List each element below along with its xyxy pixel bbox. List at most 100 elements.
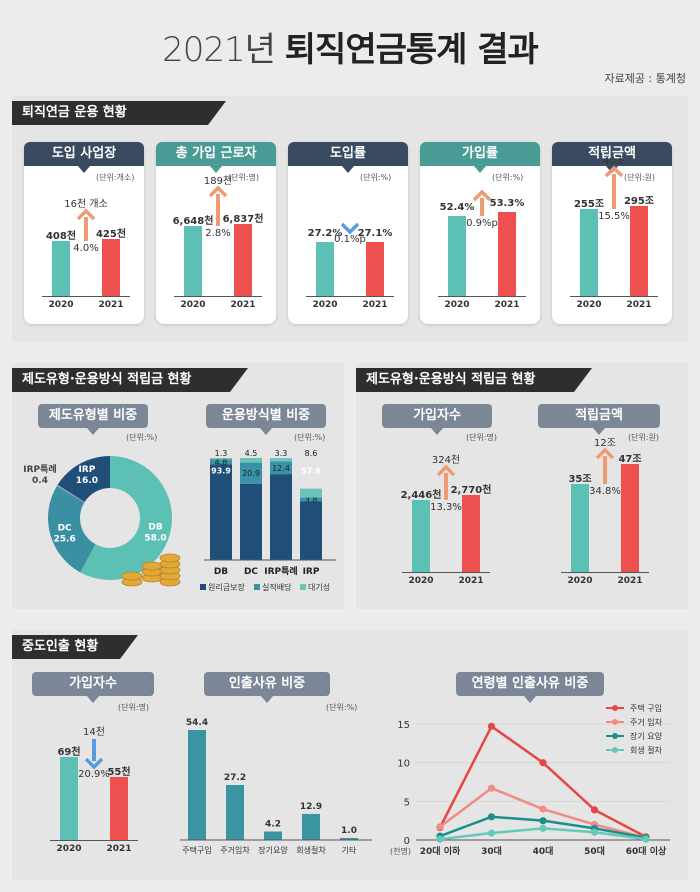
kpi2-value-2020: 6,648천 xyxy=(172,216,214,227)
stack-seg-실적배당 xyxy=(270,461,292,475)
s3-amt-rate: 34.8% xyxy=(589,486,621,497)
kpi5-axis xyxy=(570,296,658,297)
kpi1-value-2020: 408천 xyxy=(45,231,77,242)
legend-label-실적배당: 실적배당 xyxy=(262,582,292,592)
kpi5-value-2020: 255조 xyxy=(573,199,605,210)
kpi3-bar-2021 xyxy=(366,242,384,296)
stack-value: 3.3 xyxy=(275,449,288,458)
kpi1-rate: 4.0% xyxy=(73,243,99,254)
reason-bar-주택구입 xyxy=(188,730,206,840)
kpi1-arrow xyxy=(76,208,96,241)
kpi3-value-2021: 27.1% xyxy=(357,228,393,239)
kpi2-rate: 2.8% xyxy=(205,228,231,239)
s3-subs-axis xyxy=(402,572,490,573)
reason-value: 1.0 xyxy=(341,826,357,836)
line-legend-label-장기 요양: 장기 요양 xyxy=(630,731,663,741)
line-point-장기 요양 xyxy=(539,817,547,825)
kpi4-value-2020: 52.4% xyxy=(439,202,475,213)
stack-seg-대기성 xyxy=(240,458,262,463)
kpi3-bar-2020 xyxy=(316,242,334,296)
kpi4-arrow xyxy=(472,189,492,216)
kpi3-arrow-head xyxy=(340,222,360,235)
kpi2-change: 189천 xyxy=(203,176,233,187)
kpi-card-title: 도입 사업장 xyxy=(24,142,144,166)
stack-category: IRP특례 xyxy=(264,565,297,577)
legend-label-원리금보장: 원리금보장 xyxy=(208,582,245,592)
s3-subs-bar-2020 xyxy=(412,500,430,572)
s3-subs-bar-2021 xyxy=(462,495,480,572)
kpi3-axis xyxy=(306,296,394,297)
stack-seg-원리금보장 xyxy=(240,483,262,560)
stack-value: 3.8 xyxy=(305,495,318,504)
kpi-card-unit: (단위:%) xyxy=(492,173,524,182)
line-point-주거 임차 xyxy=(487,784,496,792)
stack-chart: 93.94.81.3DB74.620.94.5DC84.212.43.3IRP특… xyxy=(200,449,336,592)
stack-value: 12.4 xyxy=(272,464,290,473)
s3-amt-change: 12조 xyxy=(594,438,616,449)
donut-slice-DB xyxy=(80,456,172,580)
kpi3-year-2021: 2021 xyxy=(362,300,388,310)
kpi1-arrow-head xyxy=(76,208,96,221)
s3-amt-year-2021: 2021 xyxy=(617,576,643,586)
line-legend-dot-주거 임차 xyxy=(612,719,618,725)
kpi2-year-2021: 2021 xyxy=(230,300,256,310)
coin-icon xyxy=(121,571,143,581)
s3-amt-title: 적립금액 xyxy=(538,404,660,428)
stack-seg-실적배당 xyxy=(210,459,232,465)
s4-subs-arrow-head xyxy=(84,757,104,770)
s3-amt-value-2020: 35조 xyxy=(568,474,592,485)
s3-amt-value-2021: 47조 xyxy=(618,454,642,465)
kpi5-arrow-head xyxy=(604,165,624,178)
kpi-card-unit: (단위:%) xyxy=(360,173,392,182)
stack-unit: (단위:%) xyxy=(294,433,326,442)
stack-value: 1.3 xyxy=(215,449,228,458)
line-point-회생 절차 xyxy=(487,829,496,837)
donut-slice-IRP xyxy=(57,456,110,502)
line-legend-label-회생 절차: 회생 절차 xyxy=(630,745,663,755)
donut-unit: (단위:%) xyxy=(126,433,158,442)
line-ytick: 5 xyxy=(404,797,410,808)
s3-subs-value-2021: 2,770천 xyxy=(450,485,492,496)
section1-header: 퇴직연금 운용 현황 xyxy=(12,101,226,125)
kpi5-bar-2020 xyxy=(580,209,598,296)
kpi4-bar-2020 xyxy=(448,216,466,296)
stack-title: 운용방식별 비중 xyxy=(206,404,326,428)
donut-label-DC: DC xyxy=(58,523,72,533)
stack-seg-실적배당 xyxy=(300,497,322,502)
kpi4-arrow-head xyxy=(472,189,492,202)
kpi1-value-2021: 425천 xyxy=(95,229,127,240)
kpi-card-unit: (단위:원) xyxy=(624,173,656,182)
donut-title-pointer xyxy=(87,428,99,435)
s3-amt-arrow xyxy=(595,447,615,484)
stack-category: DB xyxy=(214,567,228,577)
kpi1-axis xyxy=(42,296,130,297)
kpi5-arrow xyxy=(604,165,624,209)
section4-header: 중도인출 현황 xyxy=(12,635,138,659)
donut-value-DC: 25.6 xyxy=(54,534,76,544)
kpi4-axis xyxy=(438,296,526,297)
reason-title: 인출사유 비중 xyxy=(204,672,330,696)
stack-value: 20.9 xyxy=(242,469,260,478)
stack-value: 4.5 xyxy=(245,449,258,458)
line-ytick: 15 xyxy=(397,720,410,731)
donut-value-IRP: 16.0 xyxy=(76,476,98,486)
kpi-card-pointer xyxy=(210,166,222,173)
line-ytick: 10 xyxy=(397,759,410,770)
reason-value: 4.2 xyxy=(265,820,281,830)
s3-amt-pointer xyxy=(593,428,605,435)
line-legend-dot-주택 구입 xyxy=(612,705,618,711)
reason-category: 장기요양 xyxy=(258,845,288,855)
donut-title: 제도유형별 비중 xyxy=(38,404,148,428)
source-note: 자료제공 : 통계청 xyxy=(604,72,686,85)
kpi1-bar-2020 xyxy=(52,241,70,296)
title-year: 2021년 xyxy=(162,30,276,70)
kpi3-arrow xyxy=(340,222,360,235)
kpi2-arrow-head xyxy=(208,185,228,198)
stack-value: 4.8 xyxy=(215,458,228,467)
donut-label-DB: DB xyxy=(148,523,162,533)
reason-value: 27.2 xyxy=(224,773,246,783)
kpi2-arrow xyxy=(208,185,228,226)
stack-seg-원리금보장 xyxy=(270,474,292,560)
legend-swatch-실적배당 xyxy=(254,584,260,590)
legend-label-대기성: 대기성 xyxy=(308,583,330,592)
